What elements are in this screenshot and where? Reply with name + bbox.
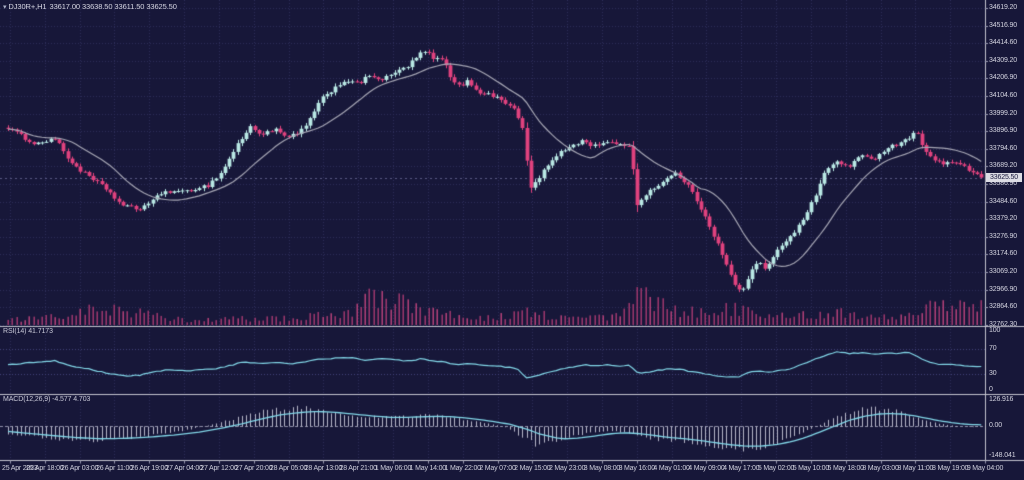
- time-axis-label: 2 May 15:00: [514, 465, 551, 472]
- price-axis-label: 33586.90: [989, 180, 1017, 187]
- price-axis-label: 32864.60: [989, 303, 1017, 311]
- time-axis-label: 4 May 01:00: [653, 465, 690, 472]
- time-axis-label: 26 Apr 11:00: [96, 465, 133, 472]
- price-axis-label: 33689.20: [989, 162, 1017, 170]
- rsi-axis-label: 100: [989, 327, 1001, 334]
- price-axis-label: 34516.90: [989, 21, 1017, 29]
- price-axis-label: 34206.90: [989, 74, 1017, 82]
- chart-symbol-icon: ▾: [3, 4, 7, 11]
- time-axis-label: 2 May 07:00: [479, 465, 516, 472]
- price-axis-label: 34414.60: [989, 39, 1017, 47]
- rsi-axis-label: 0: [989, 386, 993, 393]
- macd-axis-label: -148.041: [989, 451, 1016, 459]
- chart-ohlc-values: 33617.00 33638.50 33611.50 33625.50: [49, 2, 177, 11]
- time-axis-label: 4 May 17:00: [723, 465, 760, 472]
- time-axis-label: 27 Apr 04:00: [165, 465, 203, 472]
- time-axis-label: 26 Apr 19:00: [130, 465, 169, 472]
- time-axis-label: 8 May 11:00: [897, 465, 934, 472]
- time-axis-label: 26 Apr 03:00: [60, 465, 99, 472]
- time-axis-label: 25 Apr 18:00: [26, 465, 64, 472]
- price-axis-label: 32966.90: [989, 285, 1017, 293]
- rsi-axis-label: 70: [989, 345, 997, 353]
- time-axis-label: 25 Apr 2023: [2, 465, 38, 472]
- time-axis-label: 8 May 19:00: [932, 465, 969, 472]
- time-axis-label: 8 May 03:00: [862, 465, 899, 472]
- time-axis-label: 28 Apr 05:00: [269, 465, 308, 472]
- price-axis-label: 34104.60: [989, 92, 1017, 99]
- price-axis-label: 33896.90: [989, 127, 1017, 135]
- time-axis-label: 1 May 06:00: [374, 465, 412, 472]
- price-axis-label: 33379.20: [989, 215, 1017, 223]
- macd-axis-label: 126.916: [989, 395, 1014, 403]
- price-axis-label: 32762.30: [989, 320, 1017, 328]
- price-axis-label: 34309.20: [989, 56, 1017, 64]
- price-axis-label: 33484.60: [989, 197, 1017, 205]
- time-axis-label: 1 May 22:00: [444, 465, 482, 472]
- macd-indicator-label: MACD(12,26,9) -4.577 4.703: [3, 396, 91, 403]
- price-axis-label: 33174.60: [989, 250, 1017, 258]
- rsi-indicator-label: RSI(14) 41.7173: [3, 328, 53, 335]
- time-axis-label: 27 Apr 12:00: [200, 465, 238, 472]
- time-axis-label: 5 May 18:00: [827, 465, 865, 472]
- price-axis-label: 33794.60: [989, 144, 1017, 152]
- time-axis-label: 27 Apr 20:00: [235, 465, 273, 472]
- rsi-axis-label: 30: [989, 370, 997, 378]
- time-axis-label: 2 May 23:00: [548, 465, 586, 472]
- time-axis-label: 28 Apr 21:00: [339, 465, 378, 472]
- macd-axis-label: 0.00: [989, 422, 1003, 429]
- time-axis-label: 1 May 14:00: [409, 465, 447, 472]
- time-axis-label: 5 May 02:00: [757, 465, 795, 472]
- price-axis-label: 33999.20: [989, 109, 1017, 117]
- chart-title: ▾ DJ30R+,H1 33617.00 33638.50 33611.50 336…: [3, 2, 180, 11]
- chart-symbol: DJ30R+,H1: [8, 2, 47, 11]
- price-axis-label: 33276.90: [989, 232, 1017, 240]
- time-axis-label: 9 May 04:00: [966, 465, 1004, 472]
- price-axis-label: 33069.20: [989, 268, 1017, 275]
- time-axis-label: 3 May 16:00: [618, 465, 656, 472]
- time-axis-label: 4 May 09:00: [688, 465, 725, 472]
- time-axis-label: 3 May 08:00: [583, 465, 621, 472]
- current-price-badge: 33625.50: [986, 173, 1022, 183]
- time-axis-label: 5 May 10:00: [792, 465, 830, 472]
- time-axis-label: 28 Apr 13:00: [304, 465, 343, 472]
- price-axis-label: 34619.20: [989, 4, 1017, 11]
